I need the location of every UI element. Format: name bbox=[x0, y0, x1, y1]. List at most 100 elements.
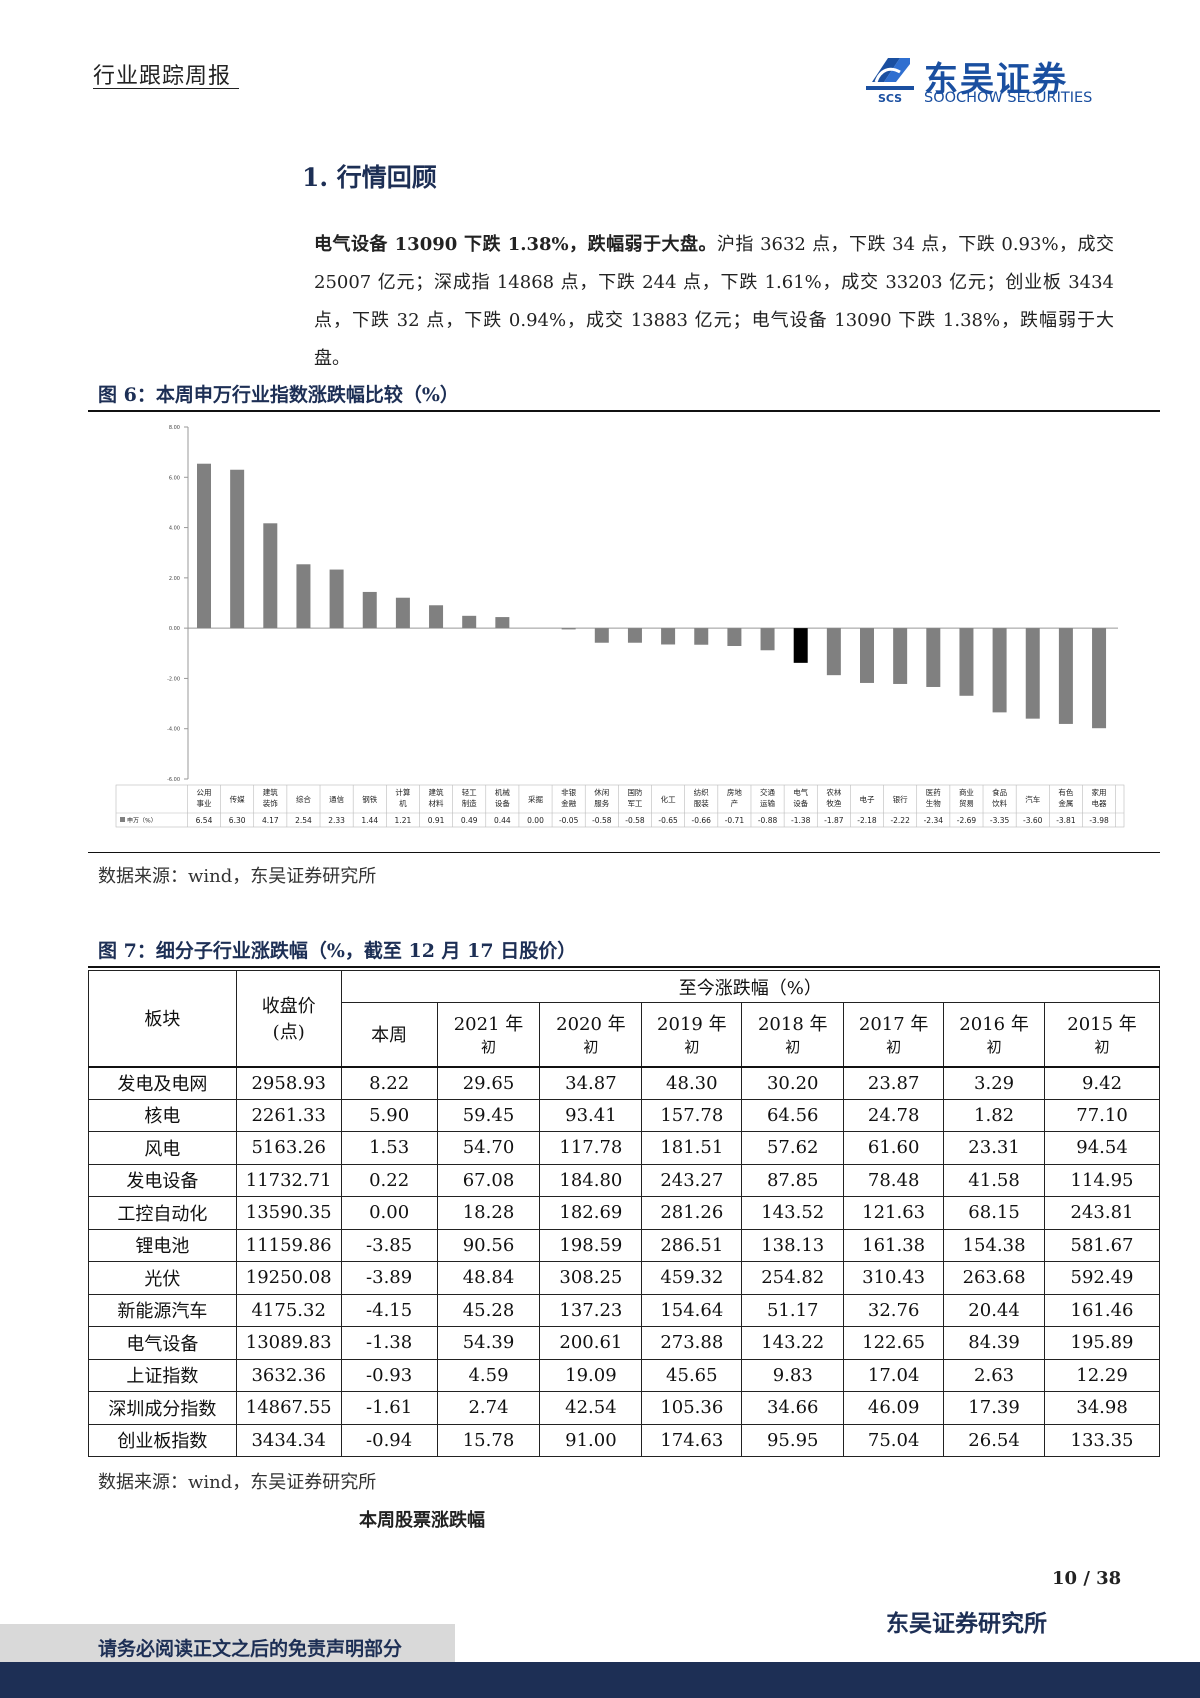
y-tick-label: 2.00 bbox=[169, 576, 180, 582]
category-label: 牧渔 bbox=[826, 798, 841, 808]
value-label: 6.30 bbox=[229, 816, 246, 825]
value-cell: 95.95 bbox=[741, 1423, 845, 1457]
table-header-row-2: 本周 2021 年初 2020 年初 2019 年初 2018 年初 2017 年初 20… bbox=[89, 1002, 1160, 1067]
table-row: 光伏 19250.08 -3.89 48.84 308.25 459.32 254.82 31… bbox=[88, 1261, 1160, 1295]
category-label: 化工 bbox=[661, 794, 676, 804]
value-cell: 13089.83 bbox=[235, 1326, 342, 1360]
header-year-label: 2018 年 bbox=[757, 1014, 828, 1036]
value-cell: 2958.93 bbox=[235, 1065, 342, 1100]
value-cell: 310.43 bbox=[843, 1261, 945, 1295]
category-label: 农林 bbox=[826, 787, 841, 797]
bar-11 bbox=[561, 628, 576, 630]
value-label: -0.88 bbox=[758, 816, 778, 825]
value-cell: 2.63 bbox=[943, 1358, 1046, 1392]
value-cell: 3.29 bbox=[943, 1065, 1046, 1100]
value-cell: 15.78 bbox=[436, 1423, 541, 1457]
value-cell: 61.60 bbox=[843, 1131, 945, 1165]
value-cell: 93.41 bbox=[539, 1098, 643, 1132]
value-cell: 2.74 bbox=[436, 1391, 541, 1425]
value-cell: 24.78 bbox=[843, 1098, 945, 1132]
value-cell: 78.48 bbox=[843, 1163, 945, 1197]
value-cell: 45.28 bbox=[436, 1293, 541, 1327]
value-label: 6.54 bbox=[196, 816, 213, 825]
value-cell: 64.56 bbox=[741, 1098, 845, 1132]
category-label: 钢铁 bbox=[362, 794, 377, 804]
value-cell: 29.65 bbox=[436, 1065, 541, 1100]
sector-name-cell: 新能源汽车 bbox=[88, 1293, 237, 1327]
table-header-row-1: 板块 收盘价 (点) 至今涨跌幅（%） bbox=[88, 970, 1161, 1067]
value-cell: 23.31 bbox=[943, 1131, 1046, 1165]
value-cell: -4.15 bbox=[340, 1293, 438, 1327]
header-year-3: 2018 年初 bbox=[741, 1002, 845, 1067]
sector-name-cell: 创业板指数 bbox=[88, 1423, 237, 1457]
value-cell: 11732.71 bbox=[235, 1163, 342, 1197]
header-year-1: 2020 年初 bbox=[539, 1002, 643, 1067]
value-cell: 0.22 bbox=[340, 1163, 438, 1197]
header-year-4: 2017 年初 bbox=[843, 1002, 945, 1067]
value-cell: 67.08 bbox=[436, 1163, 541, 1197]
value-cell: 54.39 bbox=[436, 1326, 541, 1360]
category-label: 银行 bbox=[893, 794, 908, 804]
bar-17 bbox=[760, 628, 775, 651]
category-label: 家用 bbox=[1092, 787, 1107, 797]
y-tick-label: 6.00 bbox=[169, 475, 180, 481]
header-year-suffix: 初 bbox=[986, 1038, 1002, 1057]
value-label: -3.60 bbox=[1023, 816, 1043, 825]
bar-6 bbox=[395, 597, 410, 629]
bar-24 bbox=[992, 628, 1007, 713]
sector-name-cell: 上证指数 bbox=[88, 1358, 237, 1392]
value-cell: 161.38 bbox=[843, 1228, 945, 1262]
sector-name-cell: 工控自动化 bbox=[88, 1196, 237, 1230]
category-label: 电器 bbox=[1092, 798, 1107, 808]
header-year-label: 2017 年 bbox=[858, 1014, 929, 1036]
category-label: 非银 bbox=[561, 787, 576, 797]
value-cell: 19250.08 bbox=[235, 1261, 342, 1295]
figure7-source: 数据来源：wind，东吴证券研究所 bbox=[98, 1472, 377, 1493]
logo-chinese-name: 东吴证券 bbox=[924, 60, 1068, 100]
header-year-label: 2021 年 bbox=[453, 1014, 524, 1036]
value-cell: 182.69 bbox=[539, 1196, 643, 1230]
sector-name-cell: 深圳成分指数 bbox=[88, 1391, 237, 1425]
bar-15 bbox=[694, 628, 709, 645]
y-tick-label: -2.00 bbox=[167, 676, 180, 682]
header-close: 收盘价 (点) bbox=[235, 970, 342, 1067]
category-label: 材料 bbox=[429, 798, 444, 808]
value-cell: 51.17 bbox=[741, 1293, 845, 1327]
value-cell: 87.85 bbox=[741, 1163, 845, 1197]
value-cell: 3434.34 bbox=[235, 1423, 342, 1457]
soochow-logo-icon: SCS bbox=[866, 58, 914, 104]
value-cell: 20.44 bbox=[943, 1293, 1046, 1327]
sub-industry-table: 板块 收盘价 (点) 至今涨跌幅（%） 本周 2021 年初 2020 年初 201… bbox=[88, 970, 1161, 1457]
category-label: 贸易 bbox=[959, 798, 974, 808]
header-year-suffix: 初 bbox=[684, 1038, 700, 1057]
value-label: -3.35 bbox=[990, 816, 1010, 825]
table-row: 锂电池 11159.86 -3.85 90.56 198.59 286.51 138.13 1… bbox=[88, 1228, 1160, 1262]
value-cell: 9.83 bbox=[741, 1358, 845, 1392]
bar-5 bbox=[362, 591, 377, 629]
value-cell: 48.84 bbox=[436, 1261, 541, 1295]
value-cell: 117.78 bbox=[539, 1131, 643, 1165]
value-cell: 0.00 bbox=[340, 1196, 438, 1230]
value-cell: 273.88 bbox=[641, 1326, 743, 1360]
value-cell: 54.70 bbox=[436, 1131, 541, 1165]
header-year-suffix: 初 bbox=[1094, 1038, 1110, 1057]
header-year-label: 2015 年 bbox=[1067, 1014, 1137, 1036]
value-label: -3.98 bbox=[1089, 816, 1109, 825]
value-cell: 68.15 bbox=[943, 1196, 1046, 1230]
value-cell: -1.61 bbox=[340, 1391, 438, 1425]
value-label: -1.38 bbox=[791, 816, 811, 825]
value-cell: 2261.33 bbox=[235, 1098, 342, 1132]
bar-14 bbox=[661, 628, 676, 645]
section-title: 1. 行情回顾 bbox=[302, 163, 437, 192]
value-cell: -0.93 bbox=[340, 1358, 438, 1392]
disclaimer-text: 请务必阅读正文之后的免责声明部分 bbox=[98, 1638, 403, 1660]
logo-english-name: SOOCHOW SECURITIES bbox=[924, 90, 1093, 106]
header-year-suffix: 初 bbox=[785, 1038, 801, 1057]
bar-19 bbox=[826, 628, 841, 676]
subheading-stock-moves: 本周股票涨跌幅 bbox=[359, 1510, 485, 1531]
value-cell: 18.28 bbox=[436, 1196, 541, 1230]
header-year-0: 2021 年初 bbox=[436, 1002, 541, 1067]
bar-18 bbox=[793, 628, 808, 663]
bar-8 bbox=[462, 615, 477, 629]
value-cell: 459.32 bbox=[641, 1261, 743, 1295]
